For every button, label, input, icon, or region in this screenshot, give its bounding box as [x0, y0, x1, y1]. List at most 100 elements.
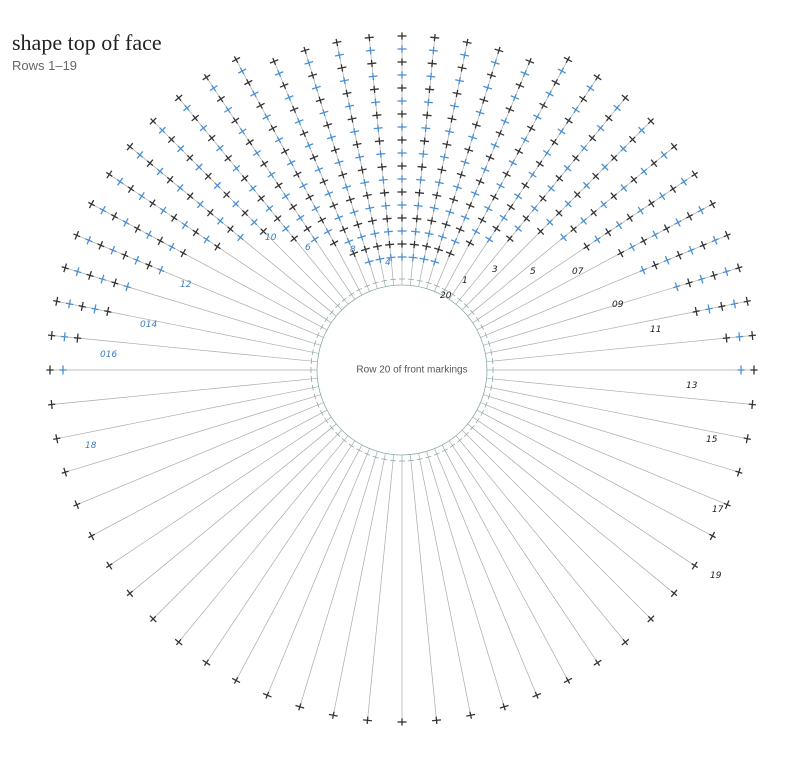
- inner-tick: [319, 410, 324, 416]
- spoke: [486, 377, 753, 405]
- stitch: [697, 277, 706, 281]
- inner-tick: [356, 287, 362, 292]
- stitch: [670, 590, 678, 597]
- spoke: [51, 377, 318, 405]
- stitch: [650, 160, 658, 166]
- inner-tick: [457, 438, 463, 443]
- stitch: [295, 170, 300, 178]
- stitch: [223, 191, 230, 198]
- inner-tick: [390, 278, 397, 281]
- title: shape top of face: [12, 30, 162, 55]
- stitch: [356, 220, 360, 229]
- stitch: [73, 502, 81, 507]
- stitch: [637, 208, 644, 214]
- spoke: [76, 402, 324, 506]
- stitch: [168, 244, 176, 250]
- stitch: [359, 233, 364, 241]
- stitch: [418, 189, 421, 197]
- inner-tick: [364, 284, 371, 288]
- stitch: [558, 128, 564, 135]
- stitch: [176, 185, 184, 191]
- stitch: [540, 195, 546, 202]
- stitch: [214, 182, 221, 189]
- stitch: [622, 638, 629, 646]
- row-label: 09: [612, 300, 624, 310]
- inner-tick: [442, 287, 448, 292]
- stitch: [522, 136, 528, 144]
- stitch: [460, 64, 464, 72]
- stitch: [274, 215, 281, 222]
- stitch: [160, 208, 167, 214]
- stitch: [553, 79, 558, 86]
- spoke: [418, 453, 472, 716]
- stitch: [373, 85, 376, 94]
- row-label: 15: [706, 435, 718, 445]
- stitch: [348, 102, 351, 110]
- stitch: [697, 207, 705, 213]
- stitch: [98, 277, 107, 281]
- stitch: [218, 95, 224, 103]
- stitch: [555, 210, 562, 217]
- stitch: [78, 305, 86, 308]
- stitch: [658, 193, 666, 199]
- stitch: [331, 711, 335, 719]
- stitch: [251, 219, 258, 226]
- stitch: [448, 208, 452, 216]
- spoke: [441, 444, 569, 681]
- spoke: [485, 386, 748, 440]
- stitch: [237, 234, 244, 241]
- stitch: [376, 242, 379, 251]
- stitch: [355, 140, 359, 149]
- stitch: [583, 182, 590, 189]
- stitch: [508, 203, 514, 211]
- stitch: [485, 84, 490, 92]
- stitch: [594, 236, 601, 242]
- stitch: [723, 502, 731, 507]
- inner-tick: [348, 443, 355, 448]
- stitch: [504, 170, 509, 178]
- spoke: [178, 435, 349, 643]
- inner-tick: [480, 410, 485, 416]
- stitch: [615, 222, 623, 228]
- stitch: [387, 228, 390, 236]
- stitch: [743, 437, 751, 441]
- inner-tick: [484, 401, 488, 408]
- inner-tick: [449, 443, 456, 448]
- stitch: [350, 115, 354, 123]
- inner-tick: [484, 332, 488, 339]
- stitch: [272, 57, 277, 65]
- stitch: [534, 691, 539, 699]
- inner-tick: [310, 375, 313, 382]
- stitch: [488, 153, 492, 162]
- stitch: [313, 205, 319, 213]
- spoke: [467, 423, 675, 594]
- inner-tick: [433, 284, 440, 288]
- stitch: [225, 154, 231, 162]
- stitch: [297, 214, 303, 222]
- stitch: [547, 90, 552, 98]
- inner-tick: [324, 417, 329, 424]
- stitch: [565, 56, 571, 64]
- stitch: [483, 165, 488, 174]
- stitch: [264, 113, 269, 121]
- stitch: [453, 102, 456, 110]
- stitch: [673, 285, 681, 289]
- stitch: [527, 57, 532, 65]
- row-label: 07: [572, 267, 584, 277]
- stitch: [127, 186, 135, 192]
- stitch: [425, 242, 428, 251]
- stitch: [383, 189, 386, 197]
- inner-tick: [470, 425, 475, 431]
- stitch: [452, 196, 456, 204]
- stitch: [479, 216, 485, 224]
- stitch: [389, 253, 392, 262]
- stitch: [121, 253, 129, 258]
- stitch: [53, 437, 61, 441]
- stitch: [485, 205, 491, 213]
- stitch: [422, 255, 426, 263]
- stitch: [381, 163, 384, 171]
- spoke: [461, 429, 652, 620]
- stitch: [360, 166, 364, 174]
- stitch: [548, 185, 554, 192]
- stitch: [88, 201, 96, 207]
